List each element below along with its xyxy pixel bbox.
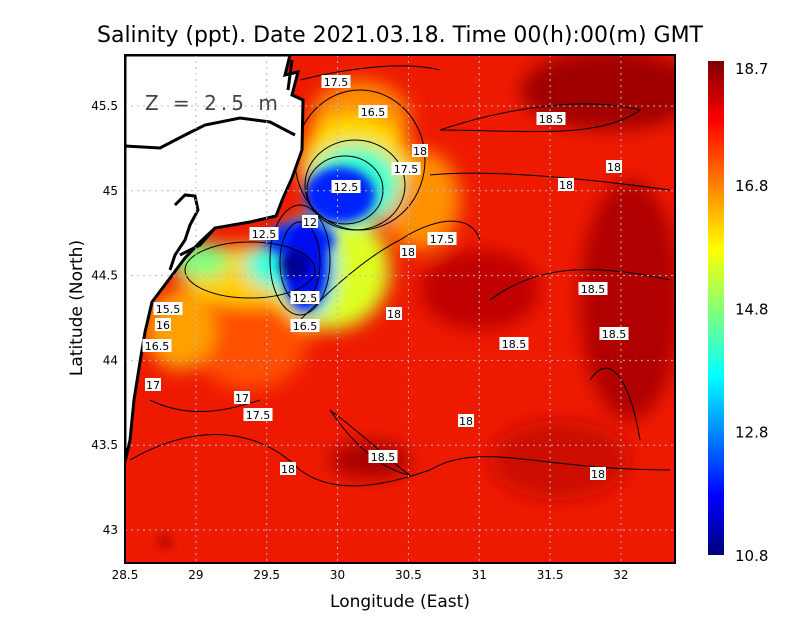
colorbar-tick-label: 14.8: [735, 300, 768, 318]
contour-label-box: [499, 337, 529, 350]
contour-label: 18: [607, 161, 621, 174]
colorbar-tick-label: 12.8: [735, 424, 768, 442]
contour-label: 18.5: [371, 451, 396, 464]
y-tick-label: 44: [103, 353, 118, 367]
contour-label: 16.5: [145, 340, 170, 353]
y-tick-label: 45.5: [91, 99, 118, 113]
contour-label-box: [249, 227, 279, 240]
contour-label-box: [606, 160, 622, 173]
contour-label-box: [290, 291, 320, 304]
x-axis-ticks: 28.5 29 29.5 30 30.5 31 31.5 32: [112, 568, 629, 582]
land: [125, 55, 305, 463]
colorbar-tick-label: 16.8: [735, 177, 768, 195]
x-tick-label: 30.5: [395, 568, 422, 582]
y-axis-ticks: 45.5 45 44.5 44 43.5 43: [91, 99, 118, 537]
contour-label-box: [412, 144, 428, 157]
contour-label: 17.5: [394, 163, 419, 176]
contour-label-box: [145, 378, 161, 391]
contour-label: 16.5: [361, 106, 386, 119]
x-tick-label: 28.5: [112, 568, 139, 582]
contour-label-box: [358, 105, 388, 118]
colorbar-tick-label: 18.7: [735, 60, 768, 78]
y-tick-label: 43.5: [91, 438, 118, 452]
contour-label-box: [427, 232, 457, 245]
x-tick-label: 29.5: [253, 568, 280, 582]
contour-label-box: [599, 327, 629, 340]
chart-title: Salinity (ppt). Date 2021.03.18. Time 00…: [97, 23, 704, 48]
contour-label: 12.5: [334, 181, 359, 194]
contour-labels: 17.5 16.5 18.5 18 17.5 18 12.5 18 12 12.5 17.5 18 18…: [142, 75, 629, 481]
contour-label: 12: [303, 216, 317, 229]
contour-label-box: [331, 180, 361, 193]
contour-label-box: [536, 112, 566, 125]
contour-label: 18.5: [602, 328, 627, 341]
contour-lines: [129, 65, 671, 487]
contour-label: 18.5: [502, 338, 527, 351]
contour-label-box: [142, 339, 172, 352]
contour-label: 18: [401, 246, 415, 259]
contour-label-box: [578, 282, 608, 295]
contour-label: 17.5: [430, 233, 455, 246]
depth-annotation: Z = 2.5 m: [145, 91, 282, 115]
y-axis-label: Latitude (North): [67, 240, 87, 376]
contour-label: 12.5: [252, 228, 277, 241]
contour-label: 18: [413, 145, 427, 158]
x-tick-label: 31: [472, 568, 487, 582]
x-tick-label: 30: [330, 568, 345, 582]
colorbar: [708, 61, 724, 555]
contour-label: 17.5: [324, 76, 349, 89]
contour-label: 17: [146, 379, 160, 392]
contour-label: 18.5: [581, 283, 606, 296]
contour-label: 18.5: [539, 113, 564, 126]
colorbar-tick-label: 10.8: [735, 547, 768, 565]
contour-label: 18: [459, 415, 473, 428]
contour-label-box: [234, 391, 250, 404]
y-tick-label: 44.5: [91, 269, 118, 283]
contour-label-box: [243, 408, 273, 421]
heatmap-field: 17.5 16.5 18.5 18 17.5 18 12.5 18 12 12.5 17.5 18 18…: [125, 55, 675, 563]
contour-label-box: [153, 302, 183, 315]
contour-label-box: [280, 462, 296, 475]
contour-label-box: [400, 245, 416, 258]
contour-label: 18: [559, 179, 573, 192]
contour-label-box: [155, 318, 171, 331]
contour-label: 18: [591, 468, 605, 481]
contour-label: 12.5: [293, 292, 318, 305]
contour-label: 18: [281, 463, 295, 476]
x-axis-label: Longitude (East): [330, 592, 470, 612]
contour-label-box: [386, 307, 402, 320]
x-tick-label: 32: [613, 568, 628, 582]
plot-frame: [124, 54, 676, 564]
contour-label: 17: [235, 392, 249, 405]
y-tick-label: 45: [103, 184, 118, 198]
contour-label-box: [368, 450, 398, 463]
contour-label: 16.5: [293, 320, 318, 333]
contour-label-box: [590, 467, 606, 480]
x-tick-label: 31.5: [537, 568, 564, 582]
y-tick-label: 43: [103, 523, 118, 537]
coast-detail: [125, 59, 296, 271]
contour-label-box: [458, 414, 474, 427]
grid-lines: [125, 55, 675, 563]
contour-label: 16: [156, 319, 170, 332]
contour-label-box: [290, 319, 320, 332]
contour-label: 15.5: [156, 303, 181, 316]
contour-label: 17.5: [246, 409, 271, 422]
contour-label: 18: [387, 308, 401, 321]
x-tick-label: 29: [188, 568, 203, 582]
contour-label-box: [391, 162, 421, 175]
contour-label-box: [558, 178, 574, 191]
contour-label-box: [321, 75, 351, 88]
colorbar-ticks: 18.7 16.8 14.8 12.8 10.8: [735, 60, 768, 565]
contour-label-box: [302, 215, 318, 228]
